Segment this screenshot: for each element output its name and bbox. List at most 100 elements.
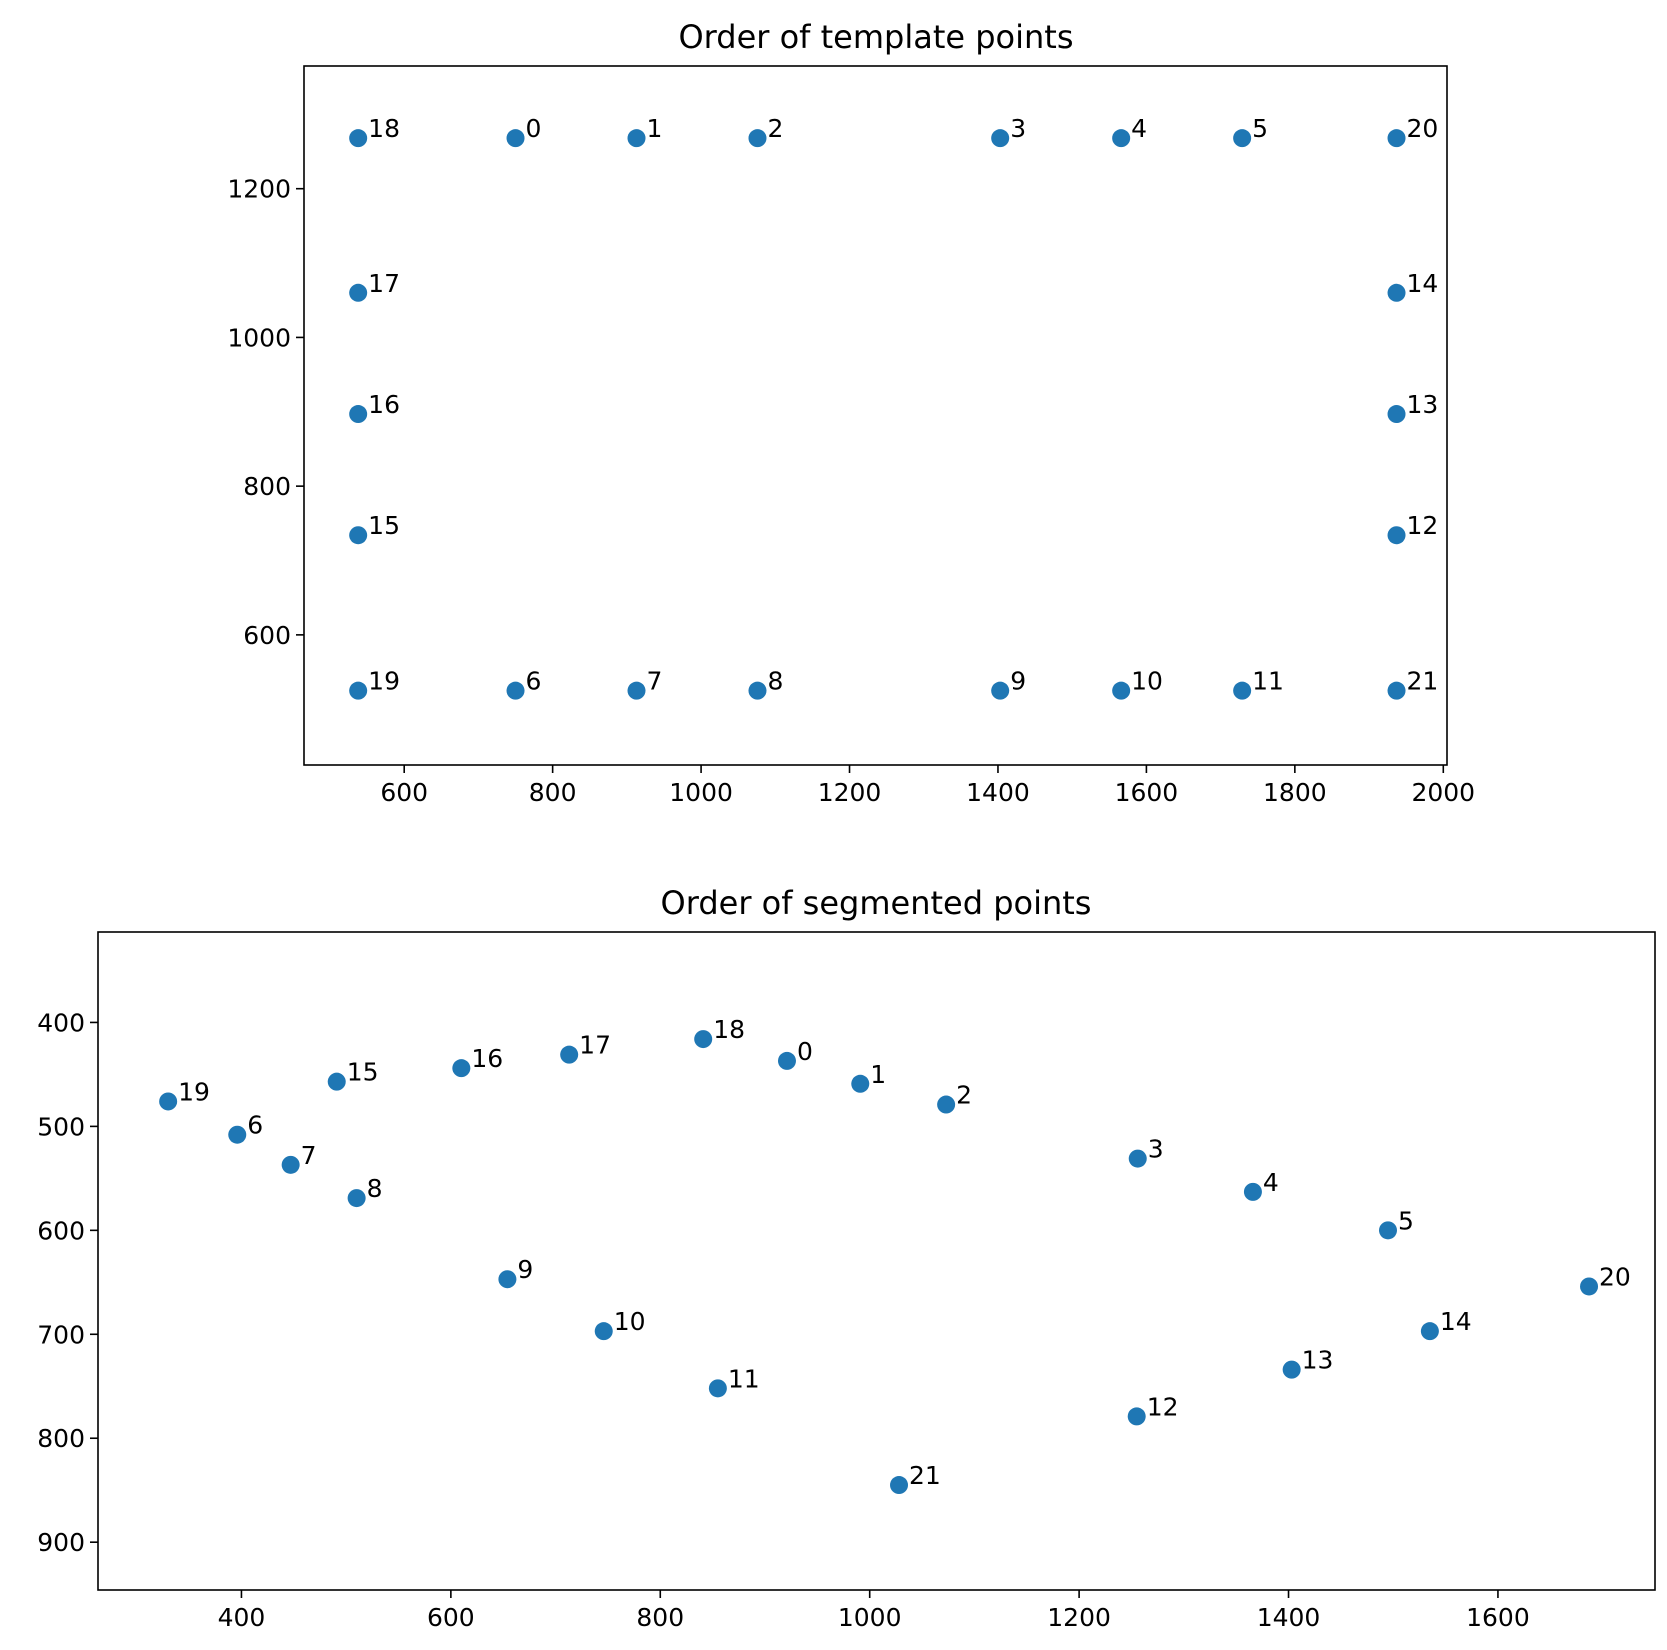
scatter-point	[1387, 405, 1406, 424]
scatter-point	[1387, 283, 1406, 302]
scatter-point	[452, 1059, 471, 1078]
x-axis: 600 800 1000 1200 1400 1600 1800 2000	[380, 765, 1475, 807]
point-label: 2	[956, 1081, 972, 1110]
scatter-point	[349, 405, 368, 424]
point-label: 17	[368, 269, 400, 298]
scatter-point	[1387, 526, 1406, 545]
y-tick-label: 600	[37, 1216, 85, 1245]
y-tick-label: 400	[37, 1008, 85, 1037]
point-label: 1	[647, 114, 663, 143]
x-tick-label: 1600	[1466, 1603, 1530, 1632]
scatter-point	[937, 1095, 956, 1114]
point-label: 16	[368, 390, 400, 419]
x-tick-label: 1400	[1257, 1603, 1321, 1632]
point-label: 18	[713, 1015, 745, 1044]
scatter-point	[777, 1051, 796, 1070]
scatter-point	[281, 1155, 300, 1174]
x-tick-label: 800	[636, 1603, 684, 1632]
scatter-point	[506, 681, 525, 700]
chart-title: Order of segmented points	[661, 884, 1092, 922]
point-label: 6	[247, 1111, 263, 1140]
y-tick-label: 1200	[227, 175, 291, 204]
scatter-point	[1128, 1149, 1147, 1168]
plot-frame	[97, 931, 1656, 1591]
scatter-point	[347, 1189, 366, 1208]
scatter-point	[627, 129, 646, 148]
y-tick-label: 1000	[227, 323, 291, 352]
point-label: 0	[797, 1037, 813, 1066]
scatter-point	[991, 129, 1010, 148]
scatter-point	[506, 129, 525, 148]
scatter-point	[1580, 1277, 1599, 1296]
scatter-point	[1378, 1221, 1397, 1240]
point-label: 7	[647, 667, 663, 696]
point-label: 4	[1263, 1168, 1279, 1197]
point-label: 20	[1599, 1262, 1631, 1291]
y-tick-label: 800	[243, 472, 291, 501]
scatter-point	[851, 1074, 870, 1093]
y-axis: 600 800 1000 1200	[227, 175, 304, 650]
point-label: 11	[1252, 667, 1284, 696]
point-label: 19	[178, 1077, 210, 1106]
x-tick-label: 400	[218, 1603, 266, 1632]
point-label: 20	[1407, 114, 1439, 143]
point-label: 15	[368, 511, 400, 540]
point-label: 6	[526, 667, 542, 696]
x-tick-label: 1200	[818, 778, 882, 807]
scatter-point	[498, 1270, 517, 1289]
point-label: 7	[301, 1141, 317, 1170]
scatter-point	[890, 1476, 909, 1495]
point-label: 18	[368, 114, 400, 143]
point-label: 21	[1407, 667, 1439, 696]
scatter-point	[349, 526, 368, 545]
scatter-point	[349, 681, 368, 700]
y-tick-label: 500	[37, 1112, 85, 1141]
x-tick-label: 800	[529, 778, 577, 807]
scatter-point	[748, 129, 767, 148]
plot-frame	[303, 65, 1448, 766]
segmented-points-chart: Order of segmented points 400 600 800 1000 1…	[37, 884, 1656, 1632]
point-label: 11	[728, 1364, 760, 1393]
x-tick-label: 1600	[1115, 778, 1179, 807]
point-label: 14	[1407, 269, 1439, 298]
scatter-point	[349, 129, 368, 148]
scatter-point	[694, 1030, 713, 1049]
scatter-point	[349, 283, 368, 302]
x-tick-label: 1400	[966, 778, 1030, 807]
point-label: 0	[526, 114, 542, 143]
scatter-point	[1387, 129, 1406, 148]
y-tick-label: 700	[37, 1320, 85, 1349]
point-label: 12	[1407, 511, 1439, 540]
y-axis: 400 500 600 700 800 900	[37, 1008, 98, 1557]
point-label: 1	[870, 1060, 886, 1089]
scatter-point	[1233, 129, 1252, 148]
point-label: 10	[1131, 667, 1163, 696]
point-label: 3	[1010, 114, 1026, 143]
point-label: 15	[347, 1058, 379, 1087]
point-label: 12	[1147, 1392, 1179, 1421]
point-label: 19	[368, 667, 400, 696]
y-tick-label: 900	[37, 1528, 85, 1557]
scatter-point	[991, 681, 1010, 700]
scatter-point	[1112, 681, 1131, 700]
point-label: 9	[1010, 667, 1026, 696]
point-label: 9	[517, 1255, 533, 1284]
scatter-point	[228, 1125, 247, 1144]
point-label: 10	[614, 1307, 646, 1336]
point-label: 14	[1440, 1307, 1472, 1336]
point-label: 3	[1148, 1135, 1164, 1164]
x-tick-label: 1000	[838, 1603, 902, 1632]
x-tick-label: 2000	[1411, 778, 1475, 807]
scatter-point	[1127, 1407, 1146, 1426]
scatter-point	[1420, 1322, 1439, 1341]
x-axis: 400 600 800 1000 1200 1400 1600	[218, 1590, 1530, 1632]
scatter-point	[327, 1072, 346, 1091]
point-label: 16	[471, 1044, 503, 1073]
scatter-point	[1243, 1182, 1262, 1201]
point-label: 13	[1302, 1346, 1334, 1375]
scatter-point	[560, 1045, 579, 1064]
template-points-chart: Order of template points 600 800 1000 1200 1…	[227, 18, 1475, 807]
